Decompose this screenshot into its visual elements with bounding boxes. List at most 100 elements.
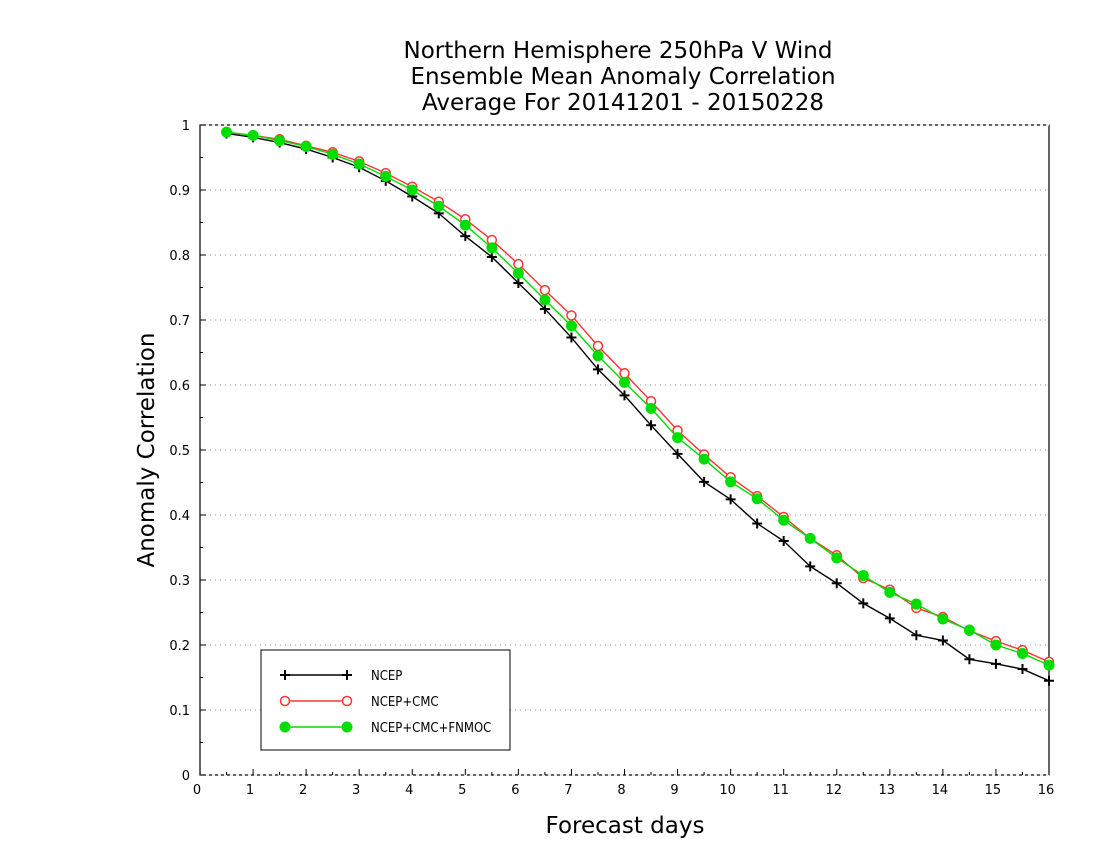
y-tick-label: 0.1: [169, 704, 190, 719]
data-point: [565, 320, 577, 332]
y-tick-label: 0.2: [169, 639, 190, 654]
data-point: [1043, 659, 1055, 671]
data-point: [937, 613, 949, 625]
x-tick-label: 2: [299, 783, 307, 798]
data-point: [911, 630, 922, 641]
y-tick-label: 0.4: [169, 509, 190, 524]
data-point: [990, 658, 1001, 669]
data-point: [672, 448, 683, 459]
legend-label: NCEP+CMC+FNMOC: [371, 721, 491, 736]
data-point: [539, 284, 551, 296]
data-point: [963, 624, 975, 636]
y-tick-label: 0.6: [169, 379, 190, 394]
y-axis-ticks: 0 0.1 0.2 0.3 0.4 0.5 0.6 0.7 0.8 0.9 1: [169, 119, 206, 784]
x-tick-label: 6: [511, 783, 519, 798]
data-point: [646, 420, 657, 431]
legend-item: NCEP: [280, 669, 402, 684]
y-tick-label: 0.7: [169, 314, 190, 329]
series-line: [226, 132, 1050, 682]
series-line: [226, 131, 1050, 666]
data-point: [619, 368, 630, 379]
data-point: [592, 364, 603, 375]
data-point: [805, 561, 816, 572]
data-point: [592, 350, 604, 362]
series-ncep: [221, 128, 1054, 686]
data-point: [884, 586, 896, 598]
series-line: [226, 131, 1050, 663]
data-point: [566, 310, 577, 321]
legend-label: NCEP+CMC: [371, 695, 439, 710]
x-tick-label: 12: [825, 783, 842, 798]
data-point: [937, 635, 948, 646]
x-tick-label: 7: [564, 783, 572, 798]
data-point: [645, 402, 657, 414]
data-point: [778, 514, 790, 526]
y-tick-label: 0.9: [169, 184, 190, 199]
y-tick-label: 0.5: [169, 444, 190, 459]
data-point: [884, 613, 895, 624]
data-point: [566, 332, 577, 343]
legend: NCEP NCEP+CMC NCEP+CMC+FNMOC: [260, 649, 511, 751]
data-point: [247, 129, 259, 141]
data-point: [619, 376, 630, 388]
chart-title: Northern Hemisphere 250hPa V Wind Ensemb…: [404, 38, 836, 116]
data-point: [460, 231, 471, 242]
x-tick-label: 15: [985, 783, 1002, 798]
data-point: [1017, 664, 1028, 675]
data-point: [910, 598, 922, 610]
series-ncep-cmc-fnmoc: [221, 126, 1055, 671]
legend-item: NCEP+CMC: [279, 695, 439, 710]
legend-box: [260, 649, 511, 751]
chart-title-line-1: Northern Hemisphere 250hPa V Wind: [404, 38, 833, 64]
x-tick-label: 9: [670, 783, 678, 798]
data-point: [353, 158, 365, 170]
chart-title-line-3: Average For 20141201 - 20150228: [422, 90, 824, 116]
data-point: [619, 390, 630, 401]
data-point: [539, 303, 550, 314]
data-point: [831, 552, 843, 564]
data-point: [804, 532, 816, 544]
data-point: [990, 639, 1002, 651]
chart-title-line-2: Ensemble Mean Anomaly Correlation: [410, 64, 835, 90]
data-point: [592, 340, 604, 352]
data-point: [831, 578, 842, 589]
series: [221, 126, 1055, 686]
x-axis-ticks: 0 1 2 3 4 5 6 7 8 9 10 11 12 13 14 15 16: [193, 769, 1054, 798]
y-tick-label: 1: [182, 119, 190, 134]
x-tick-label: 0: [193, 783, 201, 798]
y-tick-label: 0.3: [169, 574, 190, 589]
data-point: [857, 569, 869, 581]
data-point: [486, 251, 497, 262]
x-tick-label: 11: [772, 783, 789, 798]
legend-marker: [279, 721, 291, 733]
data-point: [1044, 675, 1054, 686]
data-point: [406, 184, 418, 196]
data-point: [327, 148, 339, 160]
data-point: [698, 453, 710, 465]
x-tick-label: 4: [405, 783, 413, 798]
x-tick-label: 1: [246, 783, 254, 798]
data-point: [964, 654, 975, 665]
series-ncep-cmc: [221, 126, 1055, 668]
data-point: [512, 267, 524, 279]
gridlines: [200, 189, 1049, 711]
data-point: [459, 219, 471, 231]
legend-marker: [342, 670, 352, 680]
data-point: [1016, 647, 1028, 659]
x-tick-label: 14: [932, 783, 949, 798]
data-point: [513, 277, 524, 288]
data-point: [513, 258, 524, 270]
data-point: [699, 476, 710, 487]
data-point: [725, 494, 736, 505]
legend-marker: [280, 670, 290, 680]
y-axis-label: Anomaly Correlation: [134, 332, 160, 567]
data-point: [778, 536, 789, 546]
legend-label: NCEP: [371, 669, 402, 684]
x-tick-label: 8: [617, 783, 625, 798]
x-tick-label: 5: [458, 783, 466, 798]
x-tick-label: 13: [879, 783, 896, 798]
data-point: [858, 598, 869, 609]
data-point: [300, 140, 312, 152]
data-point: [751, 493, 763, 505]
